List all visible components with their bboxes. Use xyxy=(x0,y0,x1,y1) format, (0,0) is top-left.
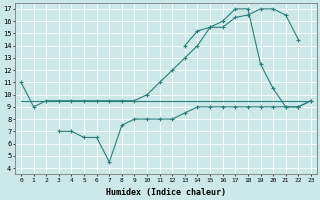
X-axis label: Humidex (Indice chaleur): Humidex (Indice chaleur) xyxy=(106,188,226,197)
